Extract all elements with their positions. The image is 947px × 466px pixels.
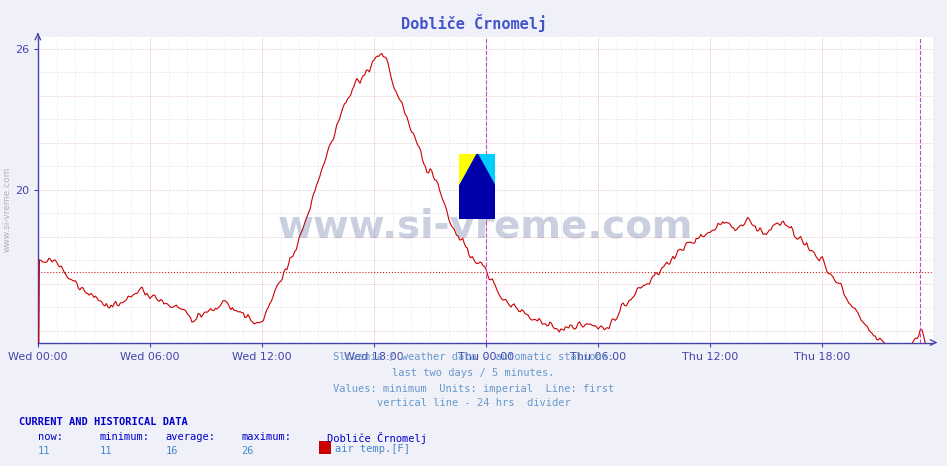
Text: www.si-vreme.com: www.si-vreme.com — [3, 167, 12, 253]
Text: last two days / 5 minutes.: last two days / 5 minutes. — [392, 368, 555, 378]
Text: CURRENT AND HISTORICAL DATA: CURRENT AND HISTORICAL DATA — [19, 417, 188, 427]
Text: 26: 26 — [241, 446, 254, 456]
Text: now:: now: — [38, 432, 63, 442]
Text: vertical line - 24 hrs  divider: vertical line - 24 hrs divider — [377, 398, 570, 408]
Text: air temp.[F]: air temp.[F] — [335, 444, 410, 453]
Text: maximum:: maximum: — [241, 432, 292, 442]
Text: 11: 11 — [99, 446, 112, 456]
Text: Dobliče Črnomelj: Dobliče Črnomelj — [327, 432, 427, 445]
Polygon shape — [459, 154, 495, 219]
Text: www.si-vreme.com: www.si-vreme.com — [277, 207, 693, 246]
Text: average:: average: — [166, 432, 216, 442]
Text: 11: 11 — [38, 446, 50, 456]
Text: Dobliče Črnomelj: Dobliče Črnomelj — [401, 14, 546, 32]
Text: Slovenia / weather data - automatic stations.: Slovenia / weather data - automatic stat… — [333, 352, 614, 362]
Text: 16: 16 — [166, 446, 178, 456]
Text: minimum:: minimum: — [99, 432, 150, 442]
Polygon shape — [459, 154, 477, 186]
Polygon shape — [459, 154, 495, 186]
Text: Values: minimum  Units: imperial  Line: first: Values: minimum Units: imperial Line: fi… — [333, 384, 614, 394]
